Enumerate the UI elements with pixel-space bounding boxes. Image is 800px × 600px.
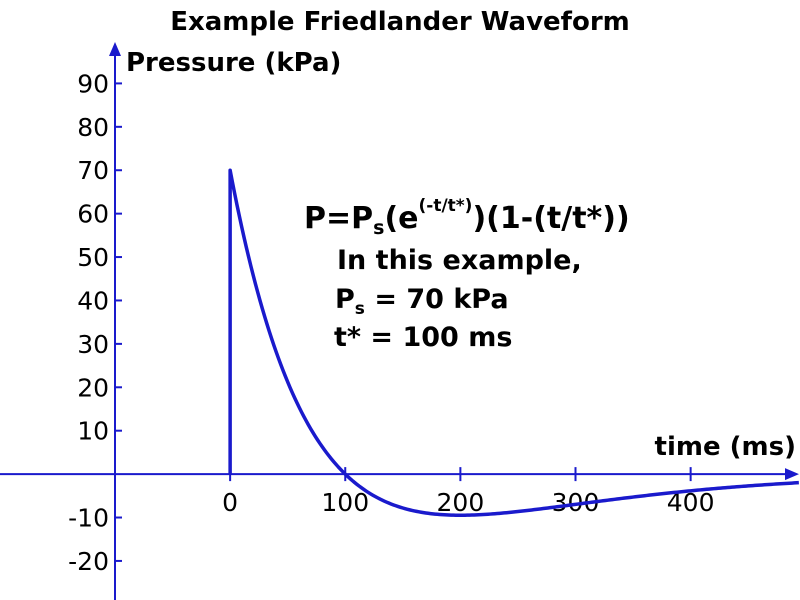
x-tick-label: 0 bbox=[222, 488, 238, 517]
x-axis-label: time (ms) bbox=[655, 432, 796, 462]
y-tick-label: 70 bbox=[77, 156, 109, 185]
formula-exponent: (-t/t*) bbox=[419, 196, 473, 216]
formula-lhs: P=P bbox=[304, 201, 373, 236]
x-tick-label: 200 bbox=[437, 488, 485, 517]
formula-lhs-subscript: s bbox=[373, 217, 384, 239]
formula-open: (e bbox=[384, 201, 418, 236]
y-tick-label: 90 bbox=[77, 69, 109, 98]
series-line-friedlander bbox=[228, 168, 799, 517]
chart-title: Example Friedlander Waveform bbox=[170, 7, 630, 37]
y-tick-label: -10 bbox=[68, 504, 109, 533]
y-tick-label: 30 bbox=[77, 330, 109, 359]
formula-rest: )(1-(t/t*)) bbox=[472, 201, 629, 236]
annotation-ps-main: P bbox=[335, 284, 355, 315]
annotation-tstar: t* = 100 ms bbox=[334, 322, 512, 353]
y-tick-label: 50 bbox=[77, 243, 109, 272]
x-tick-label: 100 bbox=[321, 488, 369, 517]
axes bbox=[0, 42, 799, 600]
formula: P=Ps(e(-t/t*))(1-(t/t*)) bbox=[304, 196, 630, 239]
y-tick-label: 80 bbox=[77, 113, 109, 142]
annotation-ps-subscript: s bbox=[355, 299, 365, 319]
y-tick-label: -20 bbox=[68, 547, 109, 576]
y-tick-label: 60 bbox=[77, 200, 109, 229]
annotation-ps-rest: = 70 kPa bbox=[365, 284, 509, 315]
annotation-ps: Ps = 70 kPa bbox=[335, 284, 509, 319]
x-axis-arrow bbox=[785, 468, 799, 481]
y-tick-label: 10 bbox=[77, 417, 109, 446]
y-tick-label: 40 bbox=[77, 286, 109, 315]
annotation-line1: In this example, bbox=[337, 245, 582, 276]
y-axis-arrow bbox=[109, 42, 121, 56]
y-tick-label: 20 bbox=[77, 373, 109, 402]
y-axis-label: Pressure (kPa) bbox=[126, 48, 341, 78]
